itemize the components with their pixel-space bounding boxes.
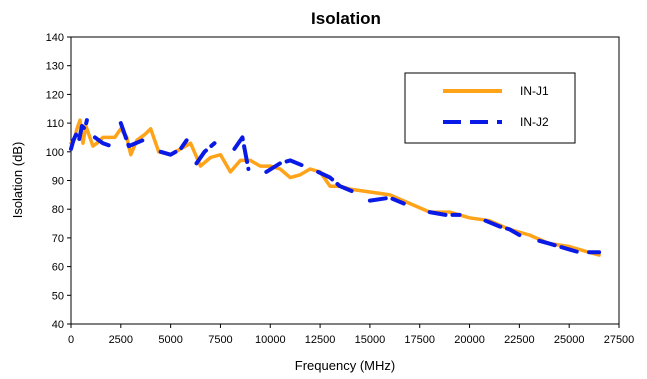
y-tick-label: 80 — [52, 204, 64, 216]
y-axis-ticks: 40 50 60 70 80 90 100 110 120 130 140 — [46, 32, 71, 331]
series-line-in-j2 — [537, 238, 582, 255]
legend-box — [404, 72, 576, 144]
series-line-in-j2 — [158, 138, 189, 157]
series-line-in-j1 — [69, 118, 601, 257]
y-tick-label: 120 — [46, 89, 64, 101]
x-tick-label: 20000 — [454, 334, 485, 346]
legend-label-in-j1: IN-J1 — [520, 84, 549, 98]
y-tick-label: 90 — [52, 176, 64, 188]
series-line-in-j2 — [264, 158, 307, 174]
y-tick-label: 60 — [52, 262, 64, 274]
series-layer — [69, 118, 602, 257]
y-tick-label: 130 — [46, 61, 64, 73]
x-tick-label: 0 — [68, 334, 74, 346]
legend-label-in-j2: IN-J2 — [520, 115, 549, 129]
x-tick-label: 7500 — [208, 334, 232, 346]
x-axis-label: Frequency (MHz) — [295, 358, 395, 373]
y-tick-label: 100 — [46, 147, 64, 159]
x-tick-label: 12500 — [305, 334, 336, 346]
x-tick-label: 17500 — [404, 334, 435, 346]
series-line-in-j2 — [69, 118, 89, 151]
x-tick-label: 5000 — [158, 334, 182, 346]
x-tick-label: 2500 — [109, 334, 133, 346]
series-line-in-j2 — [427, 210, 462, 217]
y-tick-label: 40 — [52, 319, 64, 331]
y-tick-label: 110 — [46, 118, 64, 130]
x-tick-label: 25000 — [554, 334, 585, 346]
x-tick-label: 22500 — [504, 334, 535, 346]
y-tick-label: 50 — [52, 290, 64, 302]
legend: IN-J1 IN-J2 — [404, 72, 576, 144]
y-tick-label: 70 — [52, 233, 64, 245]
series-line-in-j2 — [316, 169, 356, 194]
series-line-in-j2 — [483, 218, 522, 237]
series-line-in-j2 — [194, 141, 217, 166]
x-tick-label: 15000 — [355, 334, 386, 346]
y-tick-label: 140 — [46, 32, 64, 44]
x-tick-label: 27500 — [604, 334, 635, 346]
x-axis-ticks: 0 2500 5000 7500 10000 12500 15000 17500 20000 22… — [68, 324, 634, 346]
series-line-in-j2 — [232, 135, 251, 171]
y-axis-label: Isolation (dB) — [10, 142, 25, 219]
x-tick-label: 10000 — [255, 334, 286, 346]
chart-title: Isolation — [311, 9, 381, 28]
series-line-in-j2 — [367, 195, 406, 206]
series-line-in-j2 — [92, 135, 113, 149]
series-line-in-j2 — [118, 121, 145, 149]
